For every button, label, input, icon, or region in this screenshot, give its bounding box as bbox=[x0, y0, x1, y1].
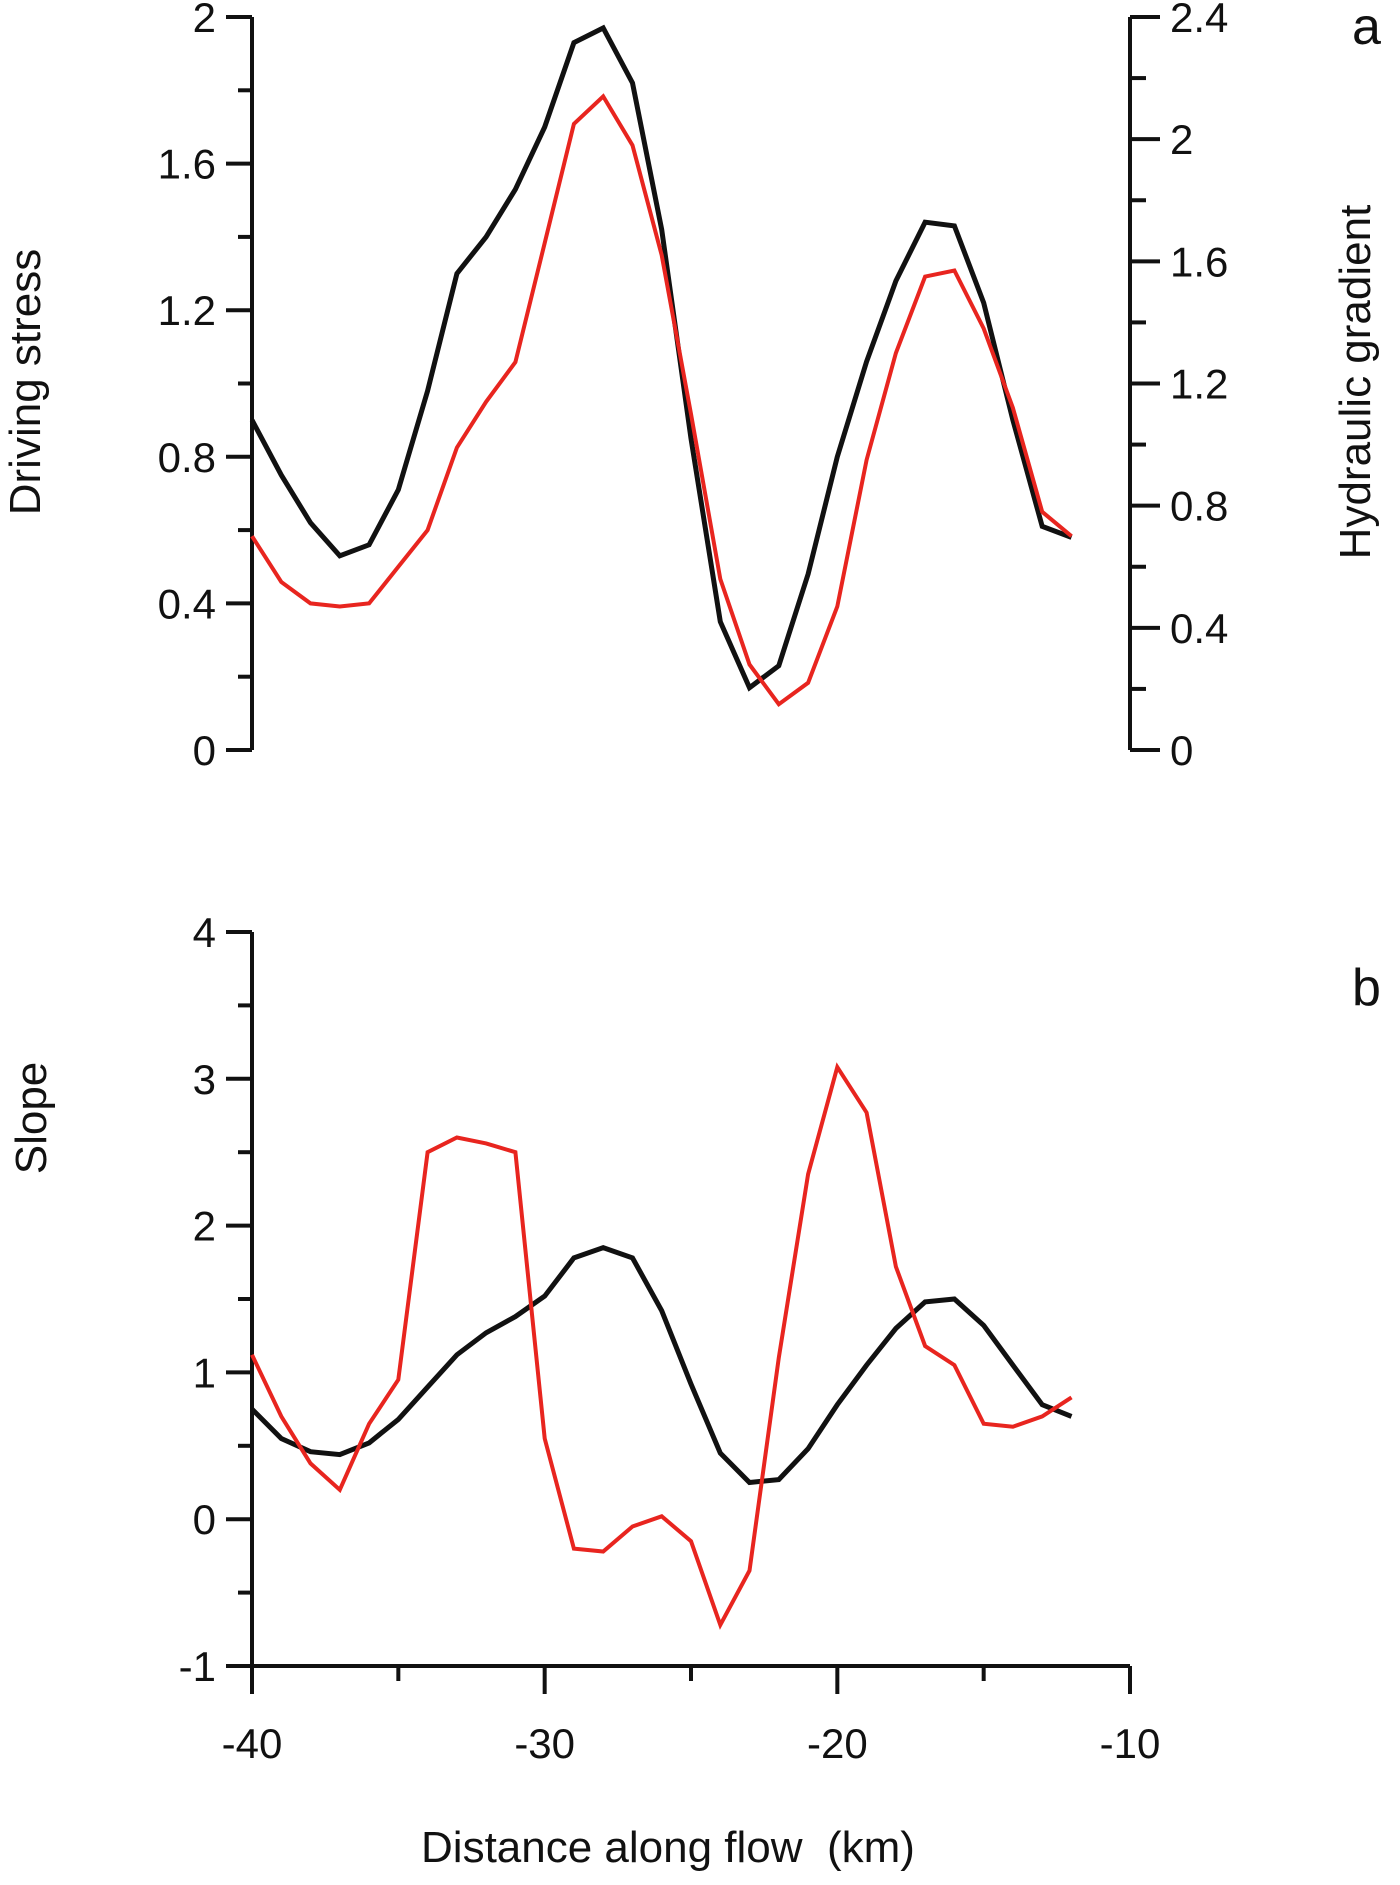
panel-a-chart: 0 0.4 0.8 1.2 1.6 2 0 0.4 0.8 1.2 1.6 2 2.4 Driving … bbox=[1, 0, 1381, 774]
panel-a-driving-stress-line bbox=[249, 24, 1073, 692]
panel-a-tick-labels: 0 0.4 0.8 1.2 1.6 2 0 0.4 0.8 1.2 1.6 2 2.4 bbox=[158, 0, 1229, 774]
x-axis-title: Distance along flow (km) bbox=[421, 1823, 915, 1872]
panel-b-x-tick-label: -10 bbox=[1100, 1720, 1161, 1767]
panel-b-y-tick-label: -1 bbox=[179, 1643, 216, 1690]
panel-b-y-tick-label: 1 bbox=[193, 1349, 216, 1396]
panel-a-right-tick-label: 0.8 bbox=[1170, 483, 1228, 530]
panel-a-left-y-axis-title: Driving stress bbox=[1, 249, 50, 516]
panel-a-left-tick-label: 0.8 bbox=[158, 434, 216, 481]
panel-a-hydraulic-gradient-line bbox=[250, 93, 1073, 707]
panel-a-axes bbox=[226, 15, 1160, 752]
panel-b-y-tick-label: 2 bbox=[193, 1203, 216, 1250]
panel-b-x-tick-label: -40 bbox=[222, 1720, 283, 1767]
panel-a-right-tick-label: 0.4 bbox=[1170, 605, 1228, 652]
panel-b-letter: b bbox=[1352, 959, 1381, 1017]
panel-a-right-tick-label: 2.4 bbox=[1170, 0, 1228, 41]
panel-a-right-tick-label: 1.2 bbox=[1170, 361, 1228, 408]
panel-a-right-y-axis-title: Hydraulic gradient bbox=[1331, 205, 1380, 560]
panel-b-series bbox=[250, 1062, 1073, 1630]
panel-a-right-tick-label: 0 bbox=[1170, 727, 1193, 774]
panel-b-x-tick-label: -30 bbox=[514, 1720, 575, 1767]
panel-a-series bbox=[249, 24, 1073, 707]
panel-b-y-tick-label: 0 bbox=[193, 1496, 216, 1543]
panel-a-right-tick-label: 2 bbox=[1170, 116, 1193, 163]
panel-b-x-tick-label: -20 bbox=[807, 1720, 868, 1767]
panel-a-right-tick-label: 1.6 bbox=[1170, 238, 1228, 285]
panel-b-red-slope-line bbox=[250, 1062, 1073, 1630]
panel-a-left-tick-label: 2 bbox=[193, 0, 216, 41]
panel-a-left-tick-label: 0.4 bbox=[158, 580, 216, 627]
panel-a-letter: a bbox=[1352, 0, 1381, 56]
panel-a-left-tick-label: 1.6 bbox=[158, 141, 216, 188]
panel-b-y-axis-title: Slope bbox=[7, 1062, 56, 1175]
panel-b-black-slope-line bbox=[250, 1244, 1073, 1486]
panel-a-left-tick-label: 0 bbox=[193, 727, 216, 774]
panel-a-left-tick-label: 1.2 bbox=[158, 287, 216, 334]
panel-b-axes bbox=[226, 930, 1132, 1694]
panel-b-y-tick-label: 3 bbox=[193, 1056, 216, 1103]
panel-b-y-tick-label: 4 bbox=[193, 909, 216, 956]
